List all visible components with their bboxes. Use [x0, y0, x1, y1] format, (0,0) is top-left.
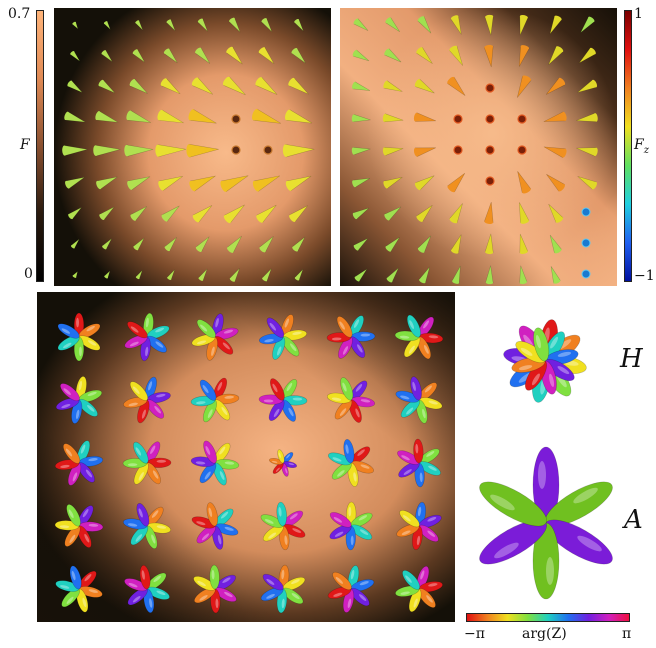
phase-bar-right-label: π	[622, 626, 632, 642]
arrow-field-left	[62, 17, 315, 282]
a-state-flower	[470, 438, 622, 608]
colorbar-F	[36, 10, 44, 282]
colorbar-Fz-min-label: −1	[634, 268, 655, 284]
harmonic-flower-grid	[54, 312, 444, 614]
colorbar-F-min-label: 0	[24, 266, 33, 282]
label-H: H	[620, 344, 643, 374]
panel-Fz-field	[340, 8, 617, 286]
h-state-flower	[480, 296, 610, 426]
panel-F-field	[54, 8, 331, 286]
colorbar-F-symbol: F	[20, 137, 30, 153]
colorbar-Fz-max-label: 1	[634, 6, 643, 22]
label-A: A	[624, 505, 643, 535]
arrow-field-right	[351, 14, 598, 285]
colorbar-F-max-label: 0.7	[8, 6, 31, 22]
phase-bar-middle-label: arg(Z)	[522, 626, 567, 642]
colorbar-Fz-symbol: Fz	[634, 137, 649, 156]
colorbar-Fz	[624, 10, 632, 282]
phase-bar-left-label: −π	[464, 626, 485, 642]
phase-colorbar	[466, 613, 630, 622]
panel-harmonics-grid	[37, 292, 455, 622]
